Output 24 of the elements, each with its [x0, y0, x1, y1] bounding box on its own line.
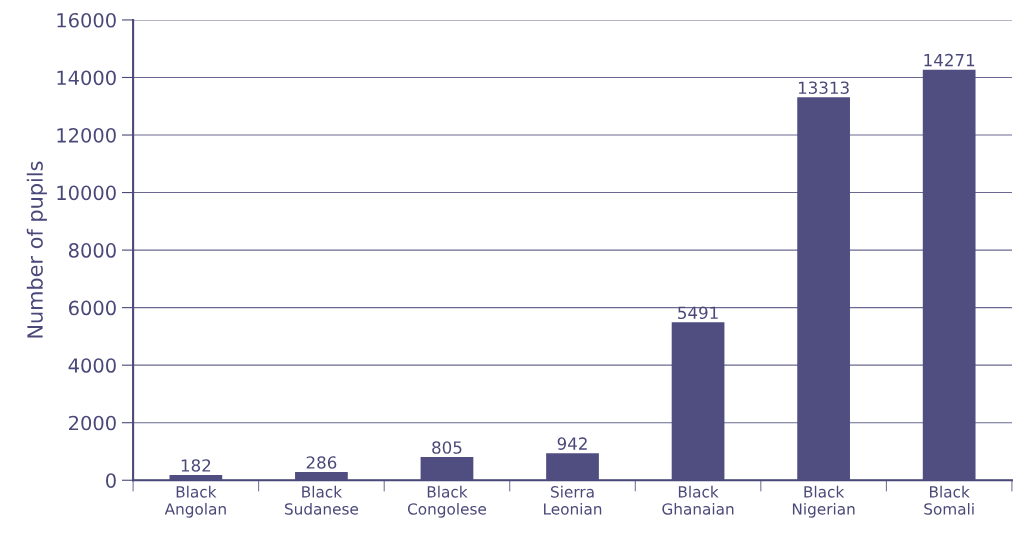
- y-tick-label: 16000: [57, 12, 116, 28]
- y-tick-label: 0: [106, 473, 116, 488]
- data-label: 13313: [798, 81, 849, 95]
- y-tick-label: 2000: [69, 415, 116, 431]
- y-tick-label: 12000: [57, 127, 116, 143]
- x-tick-label: Black Angolan: [164, 485, 226, 518]
- data-label: 5491: [678, 306, 718, 320]
- data-label: 286: [306, 456, 337, 469]
- y-tick-label: 8000: [68, 243, 116, 258]
- data-label: 805: [432, 441, 462, 454]
- x-tick-label: Black Congolese: [407, 485, 487, 518]
- data-label: 942: [557, 437, 587, 450]
- y-tick-label: 6000: [69, 300, 116, 316]
- x-tick-label: Black Ghanaian: [662, 485, 734, 515]
- x-tick-label: Black Somali: [924, 485, 974, 515]
- y-tick-label: 14000: [57, 70, 116, 86]
- x-tick-label: Black Sudanese: [284, 485, 359, 515]
- y-axis-title: Number of pupils: [26, 161, 47, 338]
- x-tick-label: Sierra Leonian: [544, 485, 602, 515]
- y-tick-label: 4000: [68, 358, 116, 373]
- data-label: 182: [181, 459, 211, 472]
- y-tick-label: 10000: [57, 185, 116, 201]
- x-tick-label: Black Nigerian: [792, 485, 855, 518]
- data-label: 14271: [924, 53, 975, 67]
